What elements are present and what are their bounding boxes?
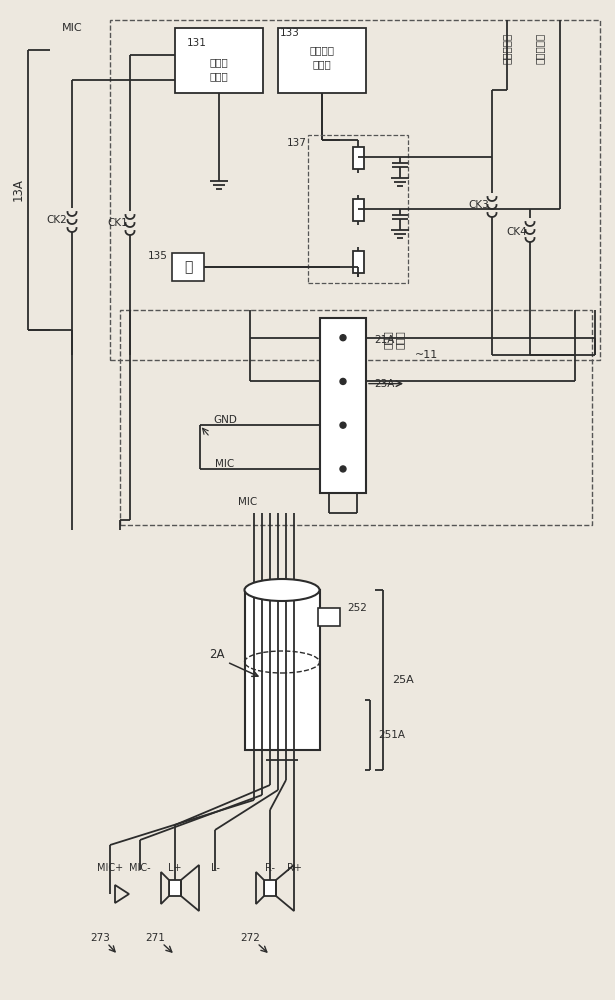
Text: 135: 135: [148, 251, 168, 261]
Text: MIC: MIC: [62, 23, 82, 33]
Text: MIC+: MIC+: [97, 863, 123, 873]
Text: ~11: ~11: [415, 350, 438, 360]
Text: 137: 137: [287, 138, 307, 148]
Bar: [320, 318, 366, 493]
Text: CK1: CK1: [108, 218, 129, 228]
Text: 271: 271: [145, 933, 165, 943]
Bar: [352, 147, 363, 169]
Text: MIC: MIC: [215, 459, 235, 469]
Text: L+: L+: [169, 863, 182, 873]
Bar: [172, 253, 204, 281]
Text: L-: L-: [210, 863, 220, 873]
Text: 右音频路径: 右音频路径: [535, 32, 545, 64]
Text: 收音机: 收音机: [210, 57, 228, 67]
Text: 数字电视: 数字电视: [309, 45, 335, 55]
Text: 调谐器: 调谐器: [312, 59, 331, 69]
Text: 251A: 251A: [378, 730, 405, 740]
Text: 调谐器: 调谐器: [210, 71, 228, 81]
Text: ～: ～: [184, 260, 192, 274]
Text: 13A: 13A: [12, 179, 25, 201]
Text: 左声道: 左声道: [395, 331, 405, 349]
Text: CK2: CK2: [47, 215, 68, 225]
Text: MIC-: MIC-: [129, 863, 151, 873]
Text: CK4: CK4: [507, 227, 528, 237]
Text: 131: 131: [187, 38, 207, 48]
Text: R-: R-: [265, 863, 275, 873]
Bar: [110, 20, 600, 360]
Text: 21A: 21A: [374, 335, 394, 345]
Text: CK3: CK3: [469, 200, 490, 210]
Text: 右声道: 右声道: [383, 331, 393, 349]
Bar: [264, 880, 276, 896]
Text: R+: R+: [287, 863, 301, 873]
Circle shape: [340, 422, 346, 428]
Text: 左音频路径: 左音频路径: [502, 32, 512, 64]
Text: 273: 273: [90, 933, 110, 943]
Text: 25A: 25A: [392, 675, 415, 685]
Text: 252: 252: [347, 603, 367, 613]
Text: MIC: MIC: [239, 497, 258, 507]
Text: 2A: 2A: [209, 648, 224, 660]
Bar: [352, 199, 363, 221]
Text: 272: 272: [240, 933, 260, 943]
Text: 23A: 23A: [374, 379, 394, 389]
Bar: [278, 28, 366, 93]
Ellipse shape: [245, 579, 320, 601]
Polygon shape: [161, 872, 169, 904]
Circle shape: [340, 378, 346, 384]
Polygon shape: [256, 872, 264, 904]
Circle shape: [340, 335, 346, 341]
Bar: [120, 310, 592, 525]
Bar: [245, 590, 320, 750]
Circle shape: [340, 466, 346, 472]
Text: GND: GND: [213, 415, 237, 425]
Text: 133: 133: [280, 28, 300, 38]
Bar: [317, 608, 339, 626]
Bar: [352, 251, 363, 273]
Bar: [175, 28, 263, 93]
Bar: [308, 135, 408, 283]
Bar: [169, 880, 181, 896]
